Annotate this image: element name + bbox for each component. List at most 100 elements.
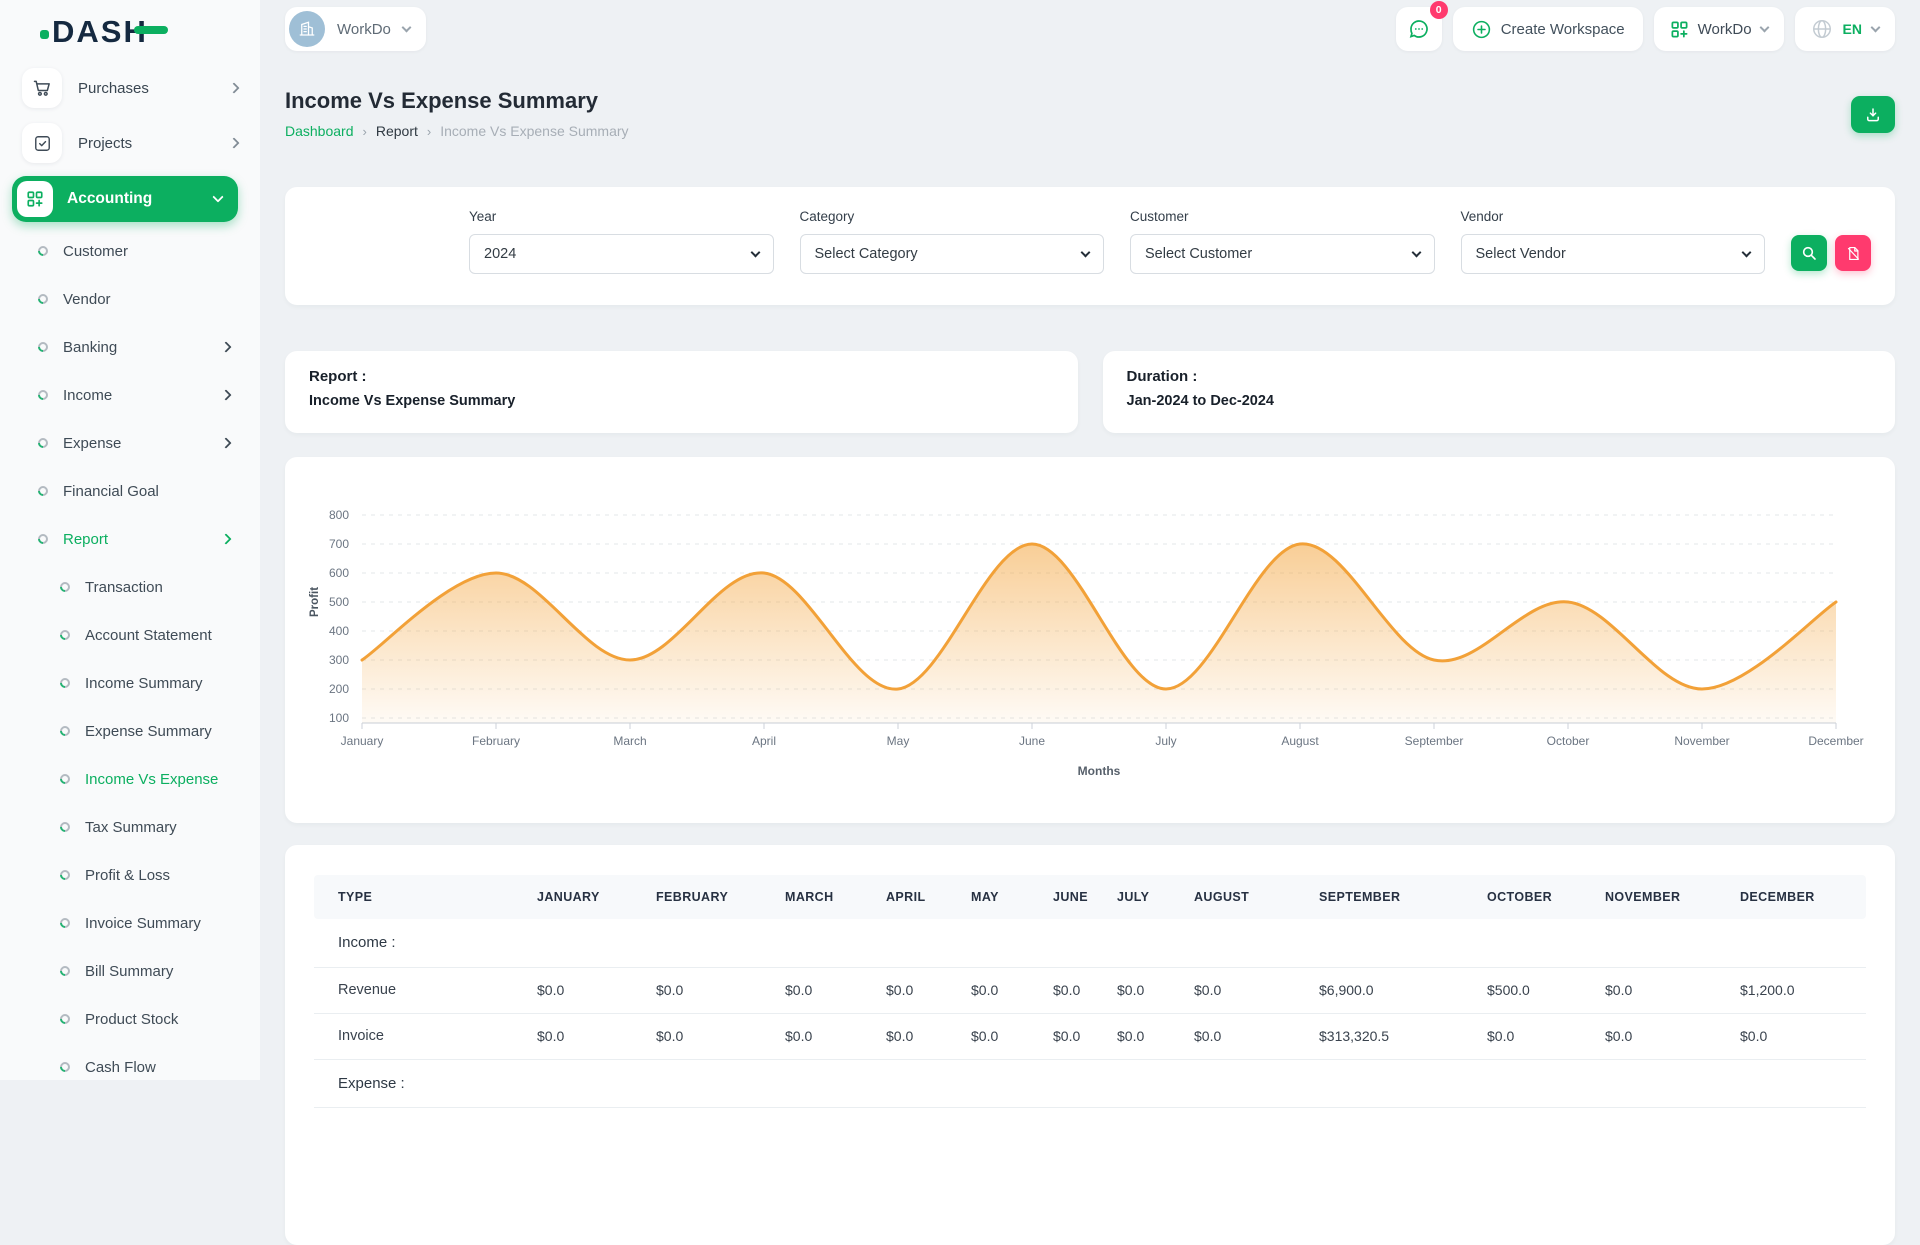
- sidebar-item-label: Customer: [63, 243, 230, 260]
- breadcrumb-dashboard[interactable]: Dashboard: [285, 123, 354, 139]
- language-code: EN: [1843, 21, 1862, 37]
- cell-value: $0.0: [785, 967, 886, 1013]
- table-row-invoice: Invoice$0.0$0.0$0.0$0.0$0.0$0.0$0.0$0.0$…: [314, 1013, 1866, 1059]
- file-slash-icon: [1846, 246, 1861, 261]
- bullet-icon: [36, 244, 50, 258]
- sidebar-item-profit-loss[interactable]: Profit & Loss: [0, 851, 260, 899]
- bullet-icon: [36, 436, 50, 450]
- column-header-october: OCTOBER: [1487, 875, 1605, 919]
- customer-select[interactable]: Select Customer: [1130, 234, 1435, 274]
- create-workspace-button[interactable]: Create Workspace: [1453, 7, 1643, 51]
- sidebar-item-tax-summary[interactable]: Tax Summary: [0, 803, 260, 851]
- svg-text:December: December: [1808, 734, 1863, 748]
- sidebar-item-label: Income Vs Expense: [85, 771, 230, 788]
- svg-text:June: June: [1019, 734, 1045, 748]
- chevron-right-icon: [228, 137, 239, 148]
- svg-text:July: July: [1155, 734, 1176, 748]
- cell-value: $0.0: [886, 1013, 971, 1059]
- search-icon: [1801, 245, 1817, 261]
- breadcrumb-separator: ›: [363, 124, 367, 139]
- sidebar-item-income[interactable]: Income: [0, 371, 260, 419]
- sidebar-item-report[interactable]: Report: [0, 515, 260, 563]
- sidebar-item-vendor[interactable]: Vendor: [0, 275, 260, 323]
- chat-icon: [1407, 17, 1431, 41]
- plus-circle-icon: [1471, 19, 1492, 40]
- sidebar-item-label: Expense: [63, 435, 222, 452]
- cell-value: $0.0: [537, 1013, 656, 1059]
- year-select[interactable]: 2024: [469, 234, 774, 274]
- sidebar-item-income-vs-expense[interactable]: Income Vs Expense: [0, 755, 260, 803]
- grid-plus-icon: [17, 181, 53, 217]
- cell-value: $0.0: [971, 967, 1053, 1013]
- apply-filter-button[interactable]: [1791, 235, 1827, 271]
- sidebar-item-product-stock[interactable]: Product Stock: [0, 995, 260, 1043]
- selected-value: 2024: [484, 246, 752, 262]
- sidebar-item-cash-flow[interactable]: Cash Flow: [0, 1043, 260, 1080]
- chevron-right-icon: [220, 533, 231, 544]
- workspace-name: WorkDo: [337, 21, 391, 38]
- bullet-icon: [58, 580, 72, 594]
- bullet-icon: [58, 964, 72, 978]
- breadcrumb: Dashboard › Report › Income Vs Expense S…: [285, 123, 1895, 139]
- vendor-label: Vendor: [1461, 209, 1766, 224]
- column-header-february: FEBRUARY: [656, 875, 785, 919]
- sidebar-item-accounting[interactable]: Accounting: [12, 176, 238, 222]
- sidebar-item-banking[interactable]: Banking: [0, 323, 260, 371]
- sidebar-item-transaction[interactable]: Transaction: [0, 563, 260, 611]
- svg-text:Months: Months: [1078, 764, 1121, 778]
- svg-text:700: 700: [329, 537, 349, 551]
- chevron-down-icon: [1871, 22, 1881, 32]
- cell-value: $0.0: [537, 967, 656, 1013]
- column-header-july: JULY: [1117, 875, 1194, 919]
- sidebar-item-bill-summary[interactable]: Bill Summary: [0, 947, 260, 995]
- sidebar-item-expense-summary[interactable]: Expense Summary: [0, 707, 260, 755]
- sidebar-item-label: Product Stock: [85, 1011, 230, 1028]
- sidebar-item-expense[interactable]: Expense: [0, 419, 260, 467]
- vendor-select[interactable]: Select Vendor: [1461, 234, 1766, 274]
- sidebar-item-financial-goal[interactable]: Financial Goal: [0, 467, 260, 515]
- cell-value: $500.0: [1487, 967, 1605, 1013]
- duration-info-card: Duration : Jan-2024 to Dec-2024: [1103, 351, 1896, 433]
- table-row-expense: Expense :: [314, 1059, 1866, 1107]
- category-select[interactable]: Select Category: [800, 234, 1105, 274]
- report-info-card: Report : Income Vs Expense Summary: [285, 351, 1078, 433]
- sidebar-item-projects[interactable]: Projects: [22, 119, 238, 167]
- svg-text:April: April: [752, 734, 776, 748]
- svg-text:October: October: [1547, 734, 1590, 748]
- report-card-value: Income Vs Expense Summary: [309, 393, 1054, 409]
- cell-value: $0.0: [1053, 1013, 1117, 1059]
- main-content: Income Vs Expense Summary Dashboard › Re…: [260, 58, 1920, 1080]
- cell-value: $0.0: [1117, 1013, 1194, 1059]
- reset-filter-button[interactable]: [1835, 235, 1871, 271]
- cell-value: $0.0: [785, 1013, 886, 1059]
- column-header-january: JANUARY: [537, 875, 656, 919]
- cart-icon: [22, 68, 62, 108]
- cell-value: $6,900.0: [1319, 967, 1487, 1013]
- sidebar-item-invoice-summary[interactable]: Invoice Summary: [0, 899, 260, 947]
- download-button[interactable]: [1851, 96, 1895, 133]
- breadcrumb-report[interactable]: Report: [376, 123, 418, 139]
- column-header-september: SEPTEMBER: [1319, 875, 1487, 919]
- category-filter: CategorySelect Category: [800, 209, 1105, 274]
- app-logo[interactable]: DASH: [0, 0, 260, 64]
- sidebar-item-customer[interactable]: Customer: [0, 227, 260, 275]
- language-selector[interactable]: EN: [1795, 7, 1895, 51]
- chevron-right-icon: [220, 389, 231, 400]
- selected-value: Select Category: [815, 246, 1083, 262]
- svg-text:January: January: [341, 734, 384, 748]
- cell-value: $1,200.0: [1740, 967, 1866, 1013]
- sidebar-item-account-statement[interactable]: Account Statement: [0, 611, 260, 659]
- sidebar-item-purchases[interactable]: Purchases: [22, 64, 238, 112]
- workdo-menu-button[interactable]: WorkDo: [1654, 7, 1784, 51]
- messages-button[interactable]: 0: [1396, 7, 1442, 51]
- logo-text: DASH: [52, 14, 148, 50]
- chevron-down-icon: [212, 191, 223, 202]
- svg-text:November: November: [1674, 734, 1729, 748]
- cell-value: $0.0: [656, 967, 785, 1013]
- page-title: Income Vs Expense Summary: [285, 88, 1895, 114]
- workspace-switcher[interactable]: WorkDo: [285, 7, 426, 51]
- column-header-may: MAY: [971, 875, 1053, 919]
- breadcrumb-separator: ›: [427, 124, 431, 139]
- year-label: Year: [469, 209, 774, 224]
- sidebar-item-income-summary[interactable]: Income Summary: [0, 659, 260, 707]
